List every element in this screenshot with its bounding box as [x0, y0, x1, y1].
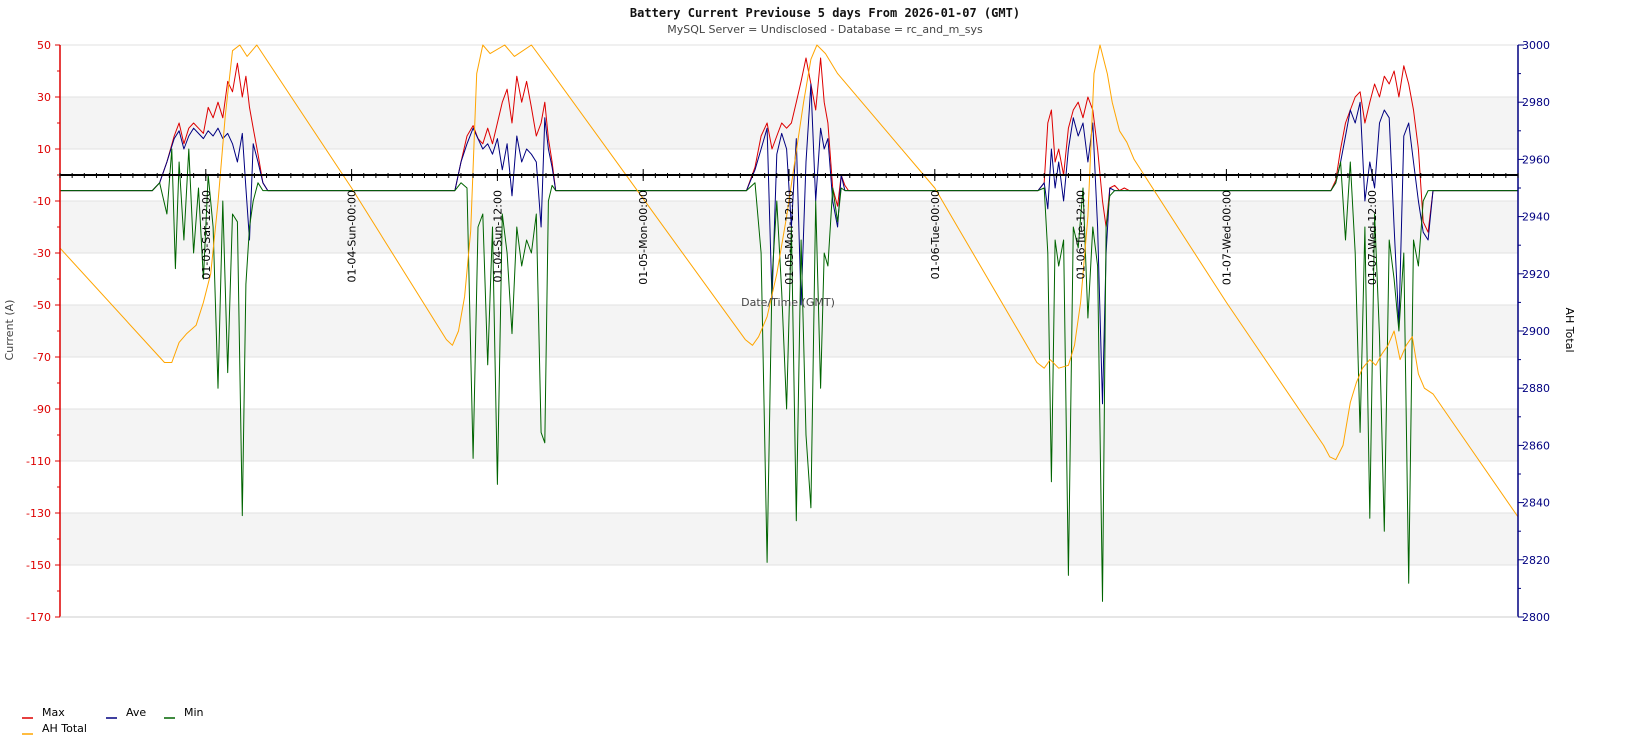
grid-band [60, 513, 1518, 565]
chart-title: Battery Current Previouse 5 days From 20… [630, 6, 1020, 20]
series-max-line [60, 57, 1518, 233]
x-minor-ticks [59, 173, 1519, 178]
x-tick-label: 01-05-Mon-12:00 [783, 190, 796, 285]
x-tick-label: 01-06-Tue-12:00 [1075, 190, 1088, 279]
right-tick-label: 3000 [1522, 39, 1550, 52]
series-min-line [60, 148, 1518, 602]
left-tick-label: 50 [37, 39, 51, 52]
right-tick-label: 2840 [1522, 497, 1550, 510]
x-axis-label: Date/Time (GMT) [741, 296, 835, 309]
left-tick-label: -50 [33, 299, 51, 312]
left-tick-label: -130 [26, 507, 51, 520]
series-ah-total-line [59, 44, 1519, 518]
x-tick-label: 01-03-Sat-12:00 [200, 190, 213, 280]
x-tick-label: 01-06-Tue-00:00 [929, 190, 942, 279]
y-axis-left-label: Current (A) [3, 300, 16, 361]
left-tick-label: -150 [26, 559, 51, 572]
x-tick-label: 01-04-Sun-00:00 [346, 190, 359, 283]
right-tick-label: 2820 [1522, 554, 1550, 567]
left-axis-ticks: 50 30 10 -10 -30 -50 -70 -90 -110 -130 -150 -170 [26, 39, 60, 624]
right-tick-label: 2980 [1522, 96, 1550, 109]
left-tick-label: -110 [26, 455, 51, 468]
plot-bands [60, 97, 1518, 565]
left-tick-label: -90 [33, 403, 51, 416]
grid-band [60, 201, 1518, 253]
right-tick-label: 2940 [1522, 211, 1550, 224]
right-tick-label: 2880 [1522, 382, 1550, 395]
left-tick-label: -170 [26, 611, 51, 624]
right-tick-label: 2800 [1522, 611, 1550, 624]
x-tick-label: 01-07-Wed-00:00 [1220, 190, 1233, 285]
left-tick-label: -70 [33, 351, 51, 364]
right-tick-label: 2960 [1522, 153, 1550, 166]
legend: Max Ave Min AH Total [22, 706, 204, 735]
legend-label: Min [184, 706, 204, 719]
left-tick-label: 10 [37, 143, 51, 156]
legend-label: Ave [126, 706, 146, 719]
series-layer [59, 44, 1519, 602]
y-axis-right-label: AH Total [1563, 308, 1576, 353]
grid-band [60, 409, 1518, 461]
right-axis-ticks: 3000 2980 2960 2940 2920 2900 2880 2860 2840 2820… [1518, 39, 1550, 624]
grid-band [60, 97, 1518, 149]
right-tick-label: 2900 [1522, 325, 1550, 338]
x-tick-label: 01-04-Sun-12:00 [491, 190, 504, 283]
left-tick-label: -30 [33, 247, 51, 260]
right-tick-label: 2860 [1522, 439, 1550, 452]
x-tick-label: 01-05-Mon-00:00 [637, 190, 650, 285]
x-tick-label: 01-07-Wed-12:00 [1366, 190, 1379, 285]
left-tick-label: -10 [33, 195, 51, 208]
left-tick-label: 30 [37, 91, 51, 104]
series-ave-line [60, 83, 1518, 405]
x-axis-ticks: 01-03-Sat-12:00 01-04-Sun-00:00 01-04-Sun-… [200, 169, 1379, 285]
chart-subtitle: MySQL Server = Undisclosed - Database = … [667, 23, 983, 36]
legend-label: Max [42, 706, 65, 719]
right-tick-label: 2920 [1522, 268, 1550, 281]
legend-label: AH Total [42, 722, 87, 735]
